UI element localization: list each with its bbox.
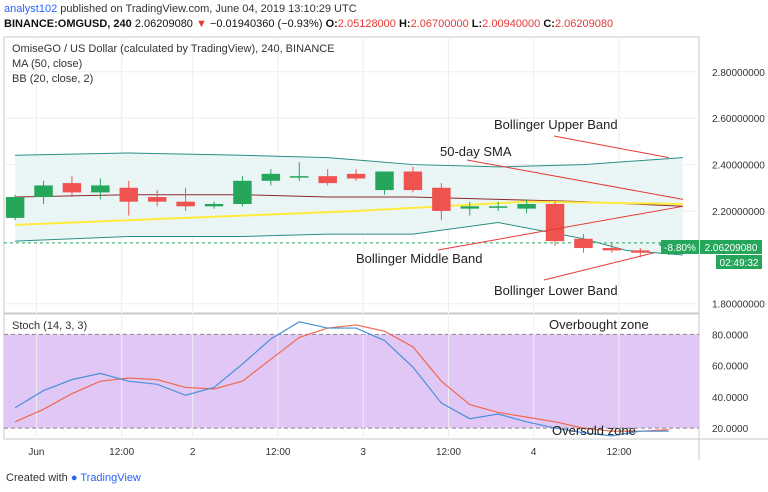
- stoch-tick-label: 80.0000: [712, 330, 749, 341]
- time-tick-label: 3: [360, 447, 366, 458]
- candle-body: [403, 171, 423, 191]
- candle-body: [91, 185, 110, 193]
- pct-badge: [661, 240, 699, 254]
- candle-body: [204, 203, 224, 207]
- candle-body: [602, 248, 622, 251]
- ohlc-line: BINANCE:OMGUSD, 240 2.06209080 ▼ −0.0194…: [4, 18, 613, 30]
- candle-body: [432, 187, 451, 211]
- created-with-text: Created with: [6, 472, 68, 484]
- pct-badge-text: -8.80%: [664, 243, 696, 254]
- tradingview-brand[interactable]: TradingView: [80, 472, 141, 484]
- footer: Created with ● TradingView: [6, 472, 141, 484]
- time-tick-label: 2: [190, 447, 196, 458]
- open-value: 2.05128000: [337, 18, 396, 30]
- symbol-line: BINANCE:OMGUSD, 240: [4, 18, 132, 30]
- candle-body: [488, 206, 508, 208]
- arrow-sma: [466, 159, 683, 200]
- time-tick-label: 12:00: [109, 447, 134, 458]
- change-arrow-icon: ▼: [196, 18, 207, 30]
- time-tick-label: Jun: [28, 447, 44, 458]
- high-value: 2.06700000: [410, 18, 469, 30]
- price-tick-label: 2.20000000: [712, 207, 765, 218]
- candle-body: [318, 176, 337, 184]
- price-tick-label: 2.40000000: [712, 161, 765, 172]
- arrow-middle-band: [437, 205, 683, 251]
- stoch-tick-label: 60.0000: [712, 362, 749, 373]
- countdown-badge: [716, 255, 762, 269]
- candle-body: [34, 185, 53, 198]
- candle-body: [5, 197, 25, 218]
- label-lower-band: Bollinger Lower Band: [494, 283, 618, 298]
- countdown-text: 02:49:32: [720, 258, 759, 269]
- label-oversold: Oversold zone: [552, 423, 636, 438]
- candle-body: [545, 203, 565, 242]
- time-tick-label: 12:00: [265, 447, 290, 458]
- label-upper-band: Bollinger Upper Band: [494, 117, 618, 132]
- bollinger-upper-line: [15, 152, 683, 168]
- candle-body: [290, 176, 309, 178]
- time-tick-label: 4: [531, 447, 537, 458]
- price-tick-label: 1.80000000: [712, 300, 765, 311]
- candle-body: [62, 183, 82, 193]
- price-tick-label: 2.80000000: [712, 68, 765, 79]
- candle-body: [375, 171, 394, 191]
- time-tick-label: 12:00: [606, 447, 631, 458]
- published-text: published on TradingView.com, June 04, 2…: [60, 3, 357, 15]
- time-tick-label: 12:00: [436, 447, 461, 458]
- candle-body: [233, 180, 252, 204]
- bollinger-fill: [15, 152, 683, 256]
- price-badge-text: 2.06209080: [705, 243, 758, 254]
- high-label: H:: [398, 18, 411, 30]
- candle-body: [119, 187, 139, 202]
- bollinger-basis-line: [15, 194, 683, 207]
- legend-bb: BB (20, close, 2): [12, 73, 93, 85]
- low-value: 2.00940000: [482, 18, 541, 30]
- publish-line: analyst102 published on TradingView.com,…: [4, 3, 357, 15]
- author-link[interactable]: analyst102: [4, 3, 58, 15]
- price-tick-label: 2.60000000: [712, 114, 765, 125]
- low-label: L:: [471, 18, 483, 30]
- candle-body: [261, 173, 281, 181]
- stoch-d-line: [14, 324, 669, 432]
- arrow-upper-band: [553, 135, 669, 159]
- candle-body: [176, 201, 195, 207]
- stoch-tick-label: 20.0000: [712, 424, 749, 435]
- sma-50-line: [15, 200, 683, 226]
- legend-ma: MA (50, close): [12, 58, 82, 70]
- legend-stoch: Stoch (14, 3, 3): [12, 320, 87, 332]
- arrow-lower-band: [543, 252, 655, 281]
- stoch-tick-label: 40.0000: [712, 393, 749, 404]
- change-value: −0.01940360 (−0.93%): [209, 18, 323, 30]
- label-middle-band: Bollinger Middle Band: [356, 251, 482, 266]
- candle-body: [517, 203, 536, 209]
- stoch-zone-band: [4, 334, 699, 429]
- last-value: 2.06209080: [134, 18, 193, 30]
- candle-body: [574, 238, 593, 249]
- open-label: O:: [325, 18, 338, 30]
- candle-body: [147, 197, 167, 202]
- price-badge: [700, 240, 762, 254]
- tradingview-logo-icon: ●: [70, 472, 78, 484]
- label-overbought: Overbought zone: [549, 317, 649, 332]
- close-label: C:: [543, 18, 555, 30]
- label-sma: 50-day SMA: [440, 144, 512, 159]
- candle-body: [346, 173, 366, 179]
- candle-body: [631, 250, 650, 253]
- close-value: 2.06209080: [554, 18, 614, 30]
- candle-body: [460, 206, 480, 209]
- legend-title: OmiseGO / US Dollar (calculated by Tradi…: [12, 43, 335, 55]
- stoch-k-line: [14, 321, 669, 437]
